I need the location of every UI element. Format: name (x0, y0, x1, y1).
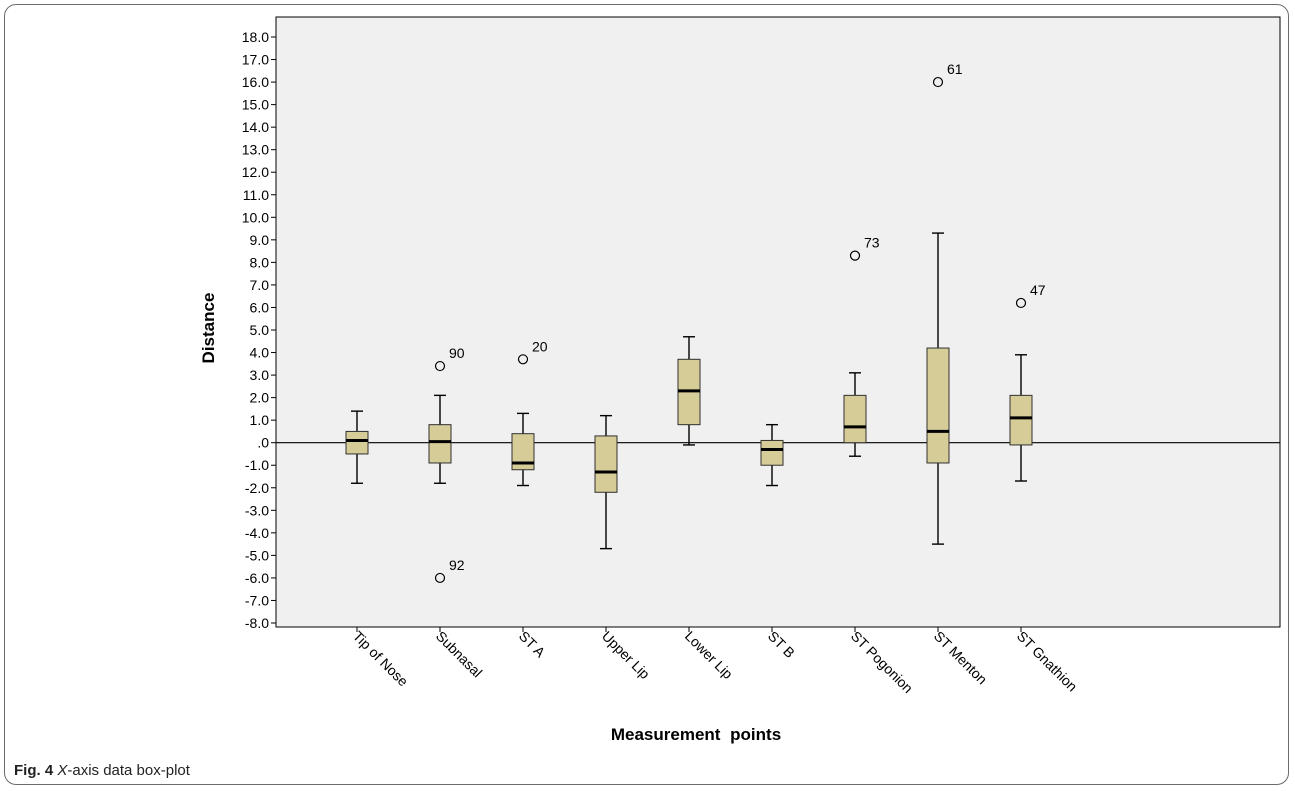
box-st-menton (926, 232, 950, 545)
y-tick-label: -4.0 (245, 525, 269, 541)
y-tick-label: 7.0 (250, 277, 270, 293)
y-tick-label: 17.0 (242, 52, 269, 68)
box-lower-lip (677, 336, 701, 446)
outliers-group: 90 92 20 73 61 47 (434, 61, 1046, 584)
outlier-point (434, 360, 446, 372)
y-tick-label: 9.0 (250, 232, 270, 248)
box-iqr (428, 424, 452, 464)
y-tick-label: 8.0 (250, 254, 270, 270)
x-tick-label: Tip of Nose (350, 628, 412, 690)
boxes-group (345, 232, 1033, 550)
box-iqr (843, 394, 867, 444)
y-tick-label: 1.0 (250, 412, 270, 428)
y-tick-label: 15.0 (242, 97, 269, 113)
y-tick-label: 2.0 (250, 390, 270, 406)
box-subnasal (428, 394, 452, 484)
box-iqr (1009, 394, 1033, 446)
plot-area (275, 16, 1281, 628)
x-tick-label: Subnasal (433, 628, 486, 681)
caption-figure-label: Fig. 4 (14, 762, 54, 779)
y-tick-label: -5.0 (245, 547, 269, 563)
box-tip-of-nose (345, 410, 369, 484)
x-tick-label: ST B (765, 628, 798, 661)
y-tick-label: 4.0 (250, 345, 270, 361)
y-tick-label: -7.0 (245, 592, 269, 608)
box-iqr (511, 433, 535, 471)
y-axis: 18.0 17.0 16.0 15.0 14.0 13.0 12.0 11.0 10.0 9.0 8… (242, 29, 1280, 631)
caption-text: -axis data box-plot (67, 762, 190, 779)
y-tick-label: -2.0 (245, 480, 269, 496)
outlier-label: 73 (864, 235, 880, 251)
x-tick-label: ST Gnathion (1014, 628, 1081, 695)
y-tick-label: -3.0 (245, 502, 269, 518)
x-axis-title: Measurement points (611, 725, 781, 744)
y-tick-label: 11.0 (243, 187, 269, 203)
y-tick-label: -8.0 (245, 615, 269, 631)
outlier-label: 47 (1030, 282, 1046, 298)
box-upper-lip (594, 414, 618, 550)
outlier-label: 61 (947, 61, 963, 77)
box-st-gnathion (1009, 354, 1033, 482)
x-axis: Tip of Nose Subnasal ST A Upper Lip Lower Li… (350, 627, 1081, 696)
caption-axis-word: X (57, 762, 68, 779)
box-st-pogonion (843, 372, 867, 457)
y-tick-label: 18.0 (242, 29, 269, 45)
y-tick-label: 12.0 (242, 164, 269, 180)
y-tick-label: 10.0 (242, 209, 269, 225)
box-st-a (511, 412, 535, 487)
y-tick-label: .0 (257, 435, 269, 451)
box-iqr (760, 439, 784, 466)
x-tick-label: ST A (516, 628, 549, 661)
outlier-label: 92 (449, 557, 465, 573)
box-st-b (760, 423, 784, 487)
y-tick-label: 6.0 (250, 299, 270, 315)
y-tick-label: 14.0 (242, 119, 269, 135)
x-tick-label: ST Menton (931, 628, 991, 688)
y-tick-label: -6.0 (245, 570, 269, 586)
outlier-label: 90 (449, 345, 465, 361)
outlier-point (1015, 297, 1027, 309)
outlier-label: 20 (532, 338, 548, 354)
y-tick-label: -1.0 (245, 457, 269, 473)
x-tick-label: Upper Lip (599, 628, 653, 682)
box-iqr (594, 435, 618, 493)
y-tick-label: 5.0 (250, 322, 270, 338)
outlier-point (517, 354, 529, 365)
box-iqr (345, 430, 369, 455)
x-tick-label: Lower Lip (682, 628, 736, 682)
figure-caption: Fig. 4 X-axis data box-plot (14, 762, 190, 779)
outlier-point (932, 76, 944, 88)
y-tick-label: 16.0 (242, 74, 269, 90)
x-tick-label: ST Pogonion (848, 628, 916, 696)
y-tick-label: 13.0 (242, 142, 269, 158)
y-tick-label: 3.0 (250, 367, 270, 383)
outlier-point (434, 572, 446, 584)
y-axis-title: Distance (199, 293, 218, 364)
box-iqr (926, 347, 950, 464)
outlier-point (849, 250, 861, 261)
